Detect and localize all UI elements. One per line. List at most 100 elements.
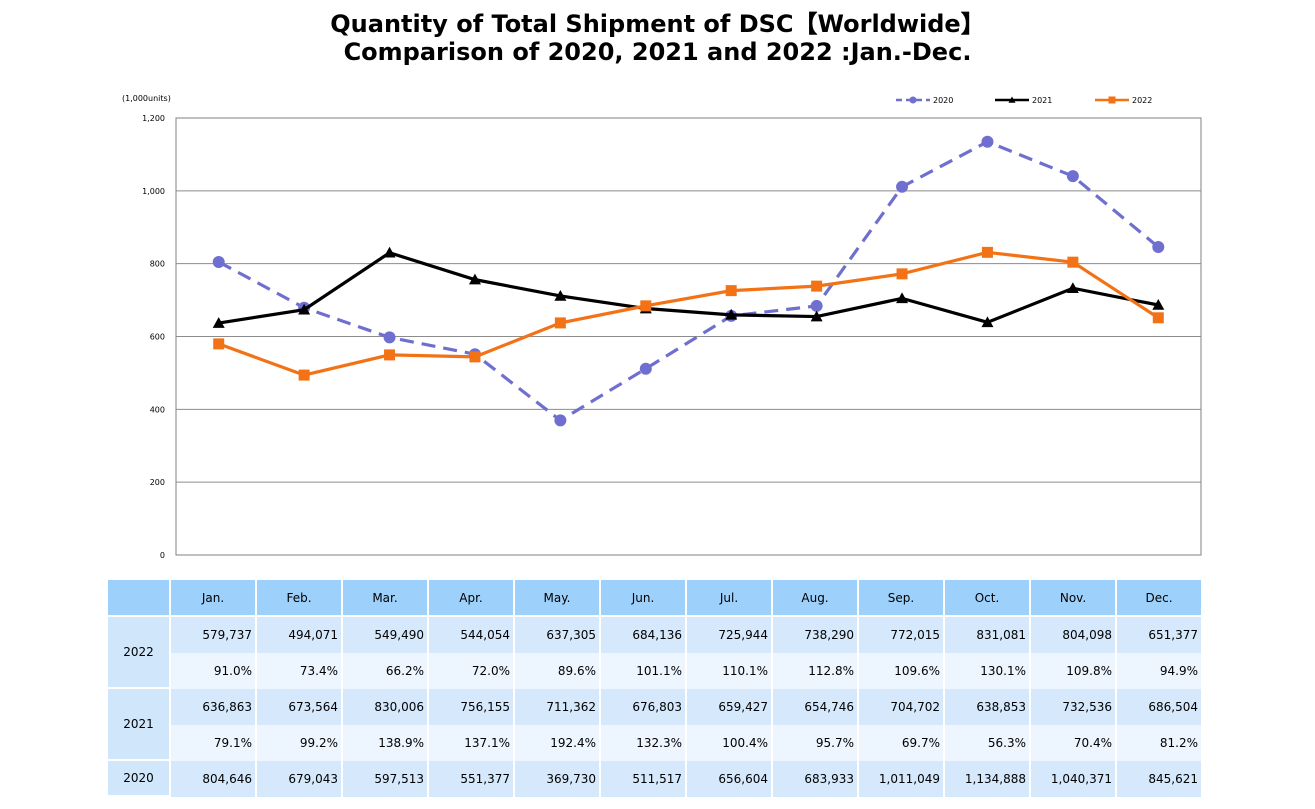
ratio-value-cell: 109.6% — [859, 653, 945, 689]
data-point-2021 — [383, 246, 396, 258]
shipment-value-cell: 597,513 — [343, 761, 429, 797]
series-2021 — [212, 246, 1165, 328]
data-point-2020 — [810, 299, 823, 312]
table-row: 2020 804,646 679,043 597,513 551,377 369,730 5… — [108, 761, 1203, 797]
data-point-2022 — [811, 280, 823, 292]
year-label: 2021 — [108, 689, 171, 761]
shipment-value-cell: 725,944 — [687, 617, 773, 653]
y-tick-label: 800 — [150, 260, 165, 269]
shipment-value-cell: 683,933 — [773, 761, 859, 797]
data-point-2021 — [1066, 282, 1079, 294]
month-header: May. — [515, 580, 601, 617]
shipment-value-cell: 511,517 — [601, 761, 687, 797]
month-header: Mar. — [343, 580, 429, 617]
ratio-value-cell: 73.4% — [257, 653, 343, 689]
data-point-2022 — [384, 349, 396, 361]
shipment-value-cell: 369,730 — [515, 761, 601, 797]
year-label: 2020 — [108, 761, 171, 797]
shipment-value-cell: 772,015 — [859, 617, 945, 653]
shipment-value-cell: 549,490 — [343, 617, 429, 653]
shipment-value-cell: 1,011,049 — [859, 761, 945, 797]
shipment-value-cell: 711,362 — [515, 689, 601, 725]
data-point-2021 — [810, 310, 823, 322]
unit-label: (1,000units) — [122, 94, 171, 103]
shipment-value-cell: 651,377 — [1117, 617, 1203, 653]
ratio-value-cell: 79.1% — [171, 725, 257, 761]
data-point-2021 — [212, 317, 225, 328]
legend-marker — [1008, 96, 1016, 103]
shipment-value-cell: 704,702 — [859, 689, 945, 725]
data-point-2022 — [981, 246, 993, 258]
shipment-value-cell: 732,536 — [1031, 689, 1117, 725]
data-point-2021 — [725, 308, 738, 320]
legend-label: 2021 — [1032, 96, 1052, 105]
data-point-2021 — [896, 292, 909, 304]
shipment-value-cell: 654,746 — [773, 689, 859, 725]
ratio-value-cell: 56.3% — [945, 725, 1031, 761]
ratio-value-cell: 72.0% — [429, 653, 515, 689]
table-corner — [108, 580, 171, 617]
ratio-value-cell: 91.0% — [171, 653, 257, 689]
shipment-value-cell: 673,564 — [257, 689, 343, 725]
ratio-value-cell: 99.2% — [257, 725, 343, 761]
series-2020 — [212, 135, 1165, 427]
data-point-2020 — [383, 331, 396, 344]
y-tick-label: 400 — [150, 405, 165, 414]
y-tick-label: 200 — [150, 478, 165, 487]
legend-item-2022: 2022 — [1095, 96, 1152, 105]
data-point-2022 — [896, 268, 908, 280]
data-point-2022 — [1067, 256, 1079, 268]
shipment-value-cell: 659,427 — [687, 689, 773, 725]
shipment-value-cell: 579,737 — [171, 617, 257, 653]
shipment-value-cell: 845,621 — [1117, 761, 1203, 797]
ratio-value-cell: 89.6% — [515, 653, 601, 689]
data-point-2020 — [896, 180, 909, 193]
table-row: 2021 636,863 673,564 830,006 756,155 711,362 6… — [108, 689, 1203, 761]
ratio-value-cell: 112.8% — [773, 653, 859, 689]
shipment-value-cell: 738,290 — [773, 617, 859, 653]
legend-label: 2020 — [933, 96, 953, 105]
shipment-value-cell: 544,054 — [429, 617, 515, 653]
shipment-value-cell: 830,006 — [343, 689, 429, 725]
legend-item-2021: 2021 — [995, 96, 1052, 105]
ratio-value-cell: 192.4% — [515, 725, 601, 761]
y-tick-label: 0 — [160, 551, 165, 560]
data-table: Jan. Feb. Mar. Apr. May. Jun. Jul. Aug. Sep. Oct.… — [108, 580, 1203, 797]
data-point-2022 — [469, 351, 481, 363]
shipment-value-cell: 656,604 — [687, 761, 773, 797]
month-header: Aug. — [773, 580, 859, 617]
data-point-2021 — [981, 316, 994, 328]
data-point-2022 — [554, 317, 566, 329]
month-header: Jan. — [171, 580, 257, 617]
ratio-value-cell: 109.8% — [1031, 653, 1117, 689]
data-point-2022 — [298, 369, 310, 381]
data-point-2020 — [981, 135, 994, 148]
data-point-2020 — [212, 255, 225, 268]
shipment-value-cell: 637,305 — [515, 617, 601, 653]
legend-label: 2022 — [1132, 96, 1152, 105]
data-point-2020 — [1152, 241, 1165, 254]
shipment-value-cell: 494,071 — [257, 617, 343, 653]
month-header: Feb. — [257, 580, 343, 617]
chart-title-line1: Quantity of Total Shipment of DSC【Worldw… — [330, 10, 985, 38]
shipment-value-cell: 831,081 — [945, 617, 1031, 653]
ratio-value-cell: 69.7% — [859, 725, 945, 761]
data-point-2022 — [640, 300, 652, 312]
ratio-value-cell: 70.4% — [1031, 725, 1117, 761]
y-tick-label: 1,000 — [142, 187, 165, 196]
data-point-2022 — [725, 285, 737, 297]
shipment-value-cell: 1,040,371 — [1031, 761, 1117, 797]
ratio-value-cell: 94.9% — [1117, 653, 1203, 689]
data-point-2021 — [468, 273, 481, 285]
series-line-2021 — [218, 250, 1159, 325]
data-point-2020 — [639, 362, 652, 375]
data-point-2020 — [554, 414, 567, 427]
month-header: Oct. — [945, 580, 1031, 617]
chart-title-line2: Comparison of 2020, 2021 and 2022 :Jan.-… — [343, 38, 972, 66]
shipment-value-cell: 636,863 — [171, 689, 257, 725]
legend-marker — [1108, 96, 1116, 104]
ratio-value-cell: 95.7% — [773, 725, 859, 761]
series-line-2020 — [217, 139, 1160, 423]
shipment-value-cell: 804,098 — [1031, 617, 1117, 653]
month-header: Nov. — [1031, 580, 1117, 617]
